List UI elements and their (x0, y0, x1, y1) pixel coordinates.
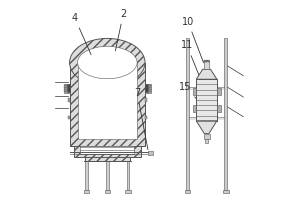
Polygon shape (70, 63, 145, 146)
Polygon shape (145, 84, 151, 93)
Polygon shape (64, 84, 70, 93)
Polygon shape (205, 139, 208, 143)
Polygon shape (74, 146, 140, 157)
Polygon shape (193, 88, 196, 95)
Polygon shape (148, 87, 151, 88)
Polygon shape (85, 161, 88, 190)
Polygon shape (148, 89, 151, 90)
Text: 10: 10 (182, 17, 204, 63)
Text: 7: 7 (134, 88, 148, 150)
Polygon shape (64, 91, 67, 92)
Polygon shape (184, 190, 190, 193)
Polygon shape (145, 84, 148, 92)
Polygon shape (85, 157, 130, 161)
Polygon shape (105, 190, 110, 193)
Polygon shape (145, 116, 147, 119)
Polygon shape (196, 79, 217, 121)
Polygon shape (193, 105, 196, 112)
Ellipse shape (77, 46, 137, 79)
Polygon shape (68, 98, 70, 102)
Polygon shape (224, 38, 227, 190)
Polygon shape (84, 190, 89, 193)
Polygon shape (186, 38, 189, 190)
Polygon shape (204, 60, 209, 69)
Polygon shape (68, 116, 70, 119)
Polygon shape (106, 161, 109, 190)
Text: 15: 15 (179, 82, 200, 102)
Polygon shape (80, 146, 134, 154)
Polygon shape (148, 151, 153, 155)
Polygon shape (223, 190, 229, 193)
Polygon shape (64, 89, 67, 90)
Polygon shape (148, 91, 151, 92)
Text: 2: 2 (116, 9, 127, 51)
Polygon shape (77, 61, 137, 139)
Polygon shape (127, 161, 129, 190)
Text: 4: 4 (71, 13, 91, 55)
Polygon shape (125, 190, 130, 193)
Text: 11: 11 (181, 40, 200, 79)
Polygon shape (64, 85, 67, 86)
Polygon shape (67, 84, 70, 92)
Polygon shape (217, 88, 220, 95)
Polygon shape (196, 69, 217, 79)
Polygon shape (204, 134, 210, 139)
Polygon shape (217, 105, 220, 112)
Polygon shape (64, 87, 67, 88)
Polygon shape (148, 85, 151, 86)
Polygon shape (196, 121, 217, 134)
Polygon shape (145, 98, 147, 102)
Ellipse shape (70, 38, 145, 87)
